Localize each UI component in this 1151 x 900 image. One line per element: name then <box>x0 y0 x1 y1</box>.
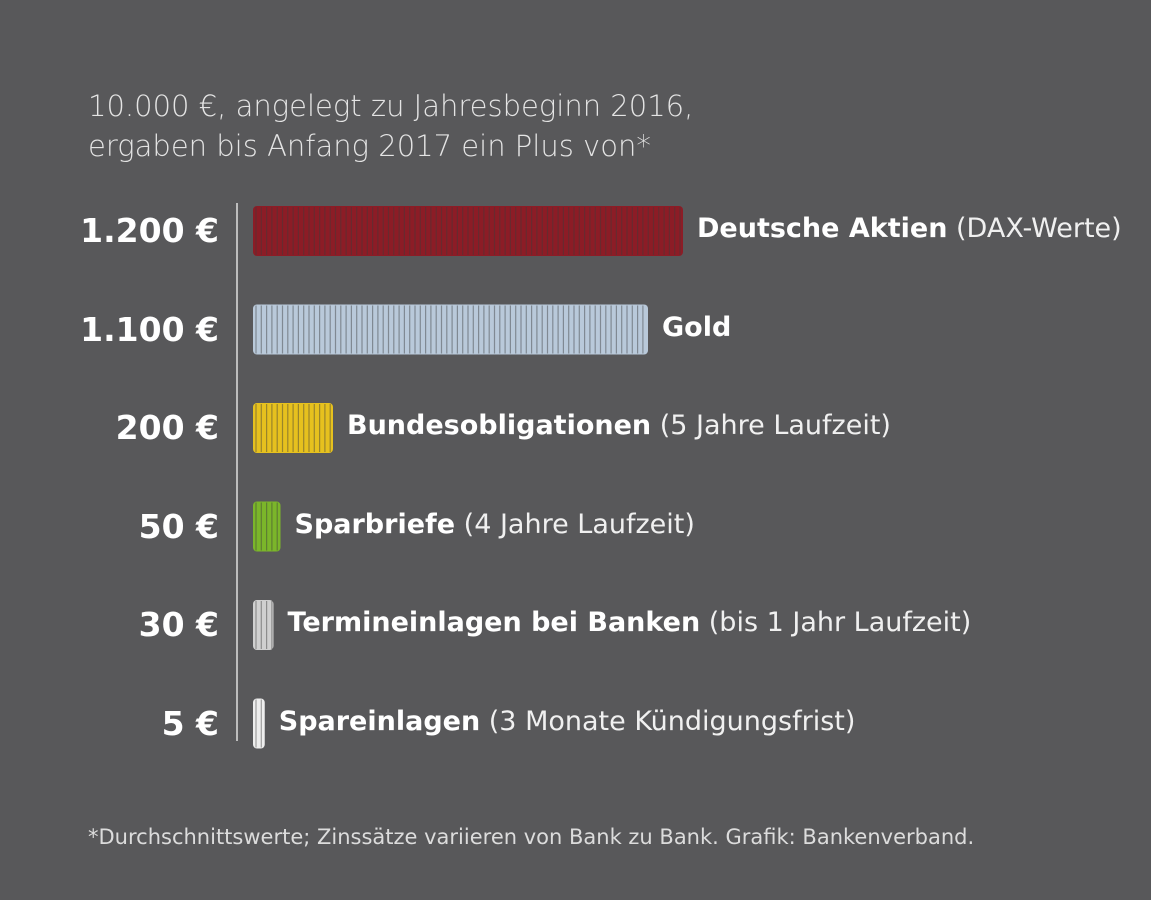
bar-1 <box>253 206 683 256</box>
category-label: Termineinlagen bei Banken (bis 1 Jahr La… <box>288 607 972 638</box>
category-label: Sparbriefe (4 Jahre Laufzeit) <box>295 509 695 540</box>
chart-title-line-1: 10.000 €, angelegt zu Jahresbeginn 2016, <box>88 89 694 123</box>
category-name: Sparbriefe <box>294 508 456 540</box>
category-detail: (DAX-Werte) <box>947 213 1122 244</box>
category-label: Bundesobligationen (5 Jahre Laufzeit) <box>347 410 891 441</box>
category-name: Gold <box>662 311 732 343</box>
bar-fill <box>253 304 648 355</box>
category-label: Deutsche Aktien (DAX-Werte) <box>697 213 1122 244</box>
bar-6 <box>253 698 265 749</box>
category-detail: (bis 1 Jahr Laufzeit) <box>700 607 972 638</box>
bar-2 <box>253 304 648 355</box>
value-label: 5 € <box>161 703 219 743</box>
footnote: *Durchschnittswerte; Zinssätze variieren… <box>88 825 975 849</box>
chart-title-line-2: ergaben bis Anfang 2017 ein Plus von* <box>88 129 651 163</box>
category-name: Bundesobligationen <box>347 410 652 441</box>
value-label: 1.100 € <box>80 309 219 349</box>
bar-5 <box>253 600 274 650</box>
bar-fill <box>253 403 333 453</box>
category-detail: (3 Monate Kündigungsfrist) <box>480 705 856 737</box>
value-label: 200 € <box>115 408 219 447</box>
category-name: Spareinlagen <box>278 705 481 737</box>
bar-4 <box>253 501 281 552</box>
chart-title: 10.000 €, angelegt zu Jahresbeginn 2016,… <box>88 86 693 166</box>
category-name: Termineinlagen bei Banken <box>287 607 701 638</box>
bar-3 <box>253 403 333 453</box>
category-name: Deutsche Aktien <box>697 213 948 244</box>
bar-fill <box>253 501 281 552</box>
y-axis-line <box>236 203 238 741</box>
bar-fill <box>253 600 274 650</box>
value-label: 50 € <box>138 506 219 546</box>
category-label: Spareinlagen (3 Monate Kündigungsfrist) <box>279 706 856 737</box>
category-detail: (4 Jahre Laufzeit) <box>455 508 695 540</box>
bar-fill <box>253 206 683 256</box>
category-label: Gold <box>662 312 731 343</box>
category-detail: (5 Jahre Laufzeit) <box>651 410 891 441</box>
value-label: 30 € <box>138 605 219 644</box>
bar-fill <box>253 698 265 749</box>
value-label: 1.200 € <box>80 211 219 250</box>
